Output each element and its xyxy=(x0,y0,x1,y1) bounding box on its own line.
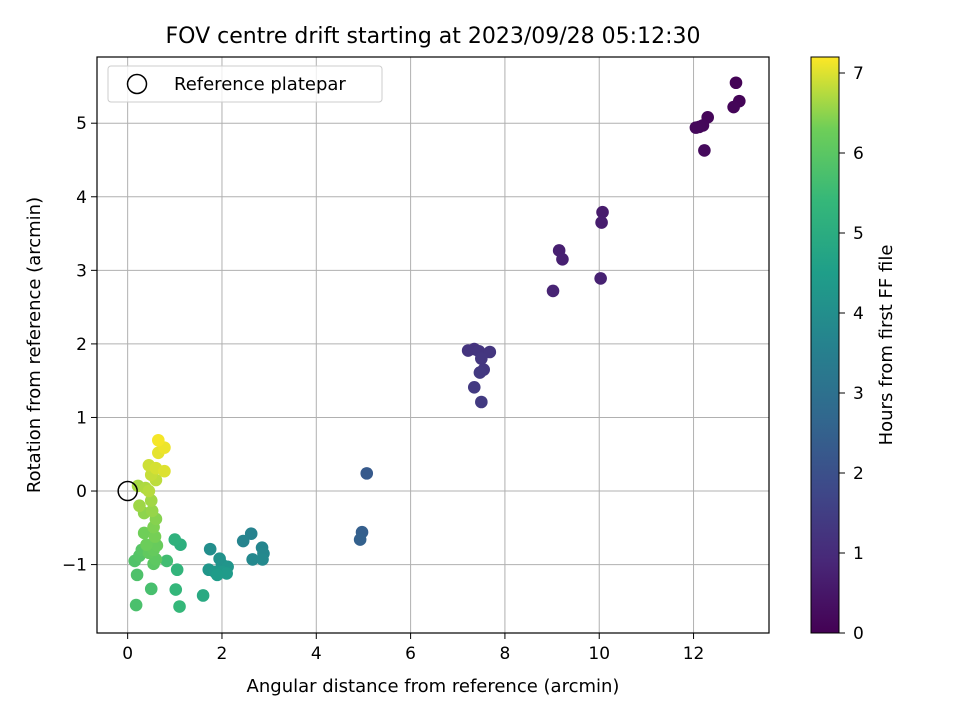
data-point xyxy=(168,533,182,546)
data-point xyxy=(129,598,143,612)
x-tick-label: 6 xyxy=(405,644,416,664)
x-tick-label: 4 xyxy=(311,644,322,664)
colorbar-tick-label: 0 xyxy=(853,624,864,644)
legend-box xyxy=(107,65,383,103)
data-point xyxy=(483,345,497,359)
colorbar-label: Hours from first FF file xyxy=(876,245,897,446)
data-point xyxy=(594,272,607,285)
y-tick-label: 1 xyxy=(76,408,87,428)
data-point xyxy=(144,494,158,507)
colorbar-tick-label: 3 xyxy=(853,384,864,404)
data-point xyxy=(360,467,374,480)
plot-frame xyxy=(96,56,770,634)
data-point xyxy=(556,252,569,266)
colorbar-gradient xyxy=(810,56,840,634)
data-point xyxy=(210,568,224,582)
data-point xyxy=(173,600,186,613)
x-axis-ticks: 0 2 4 6 8 10 12 xyxy=(122,633,704,664)
data-point xyxy=(220,567,233,580)
data-point xyxy=(689,121,703,134)
data-points xyxy=(128,76,746,613)
data-point xyxy=(729,76,743,90)
data-point xyxy=(133,499,146,513)
colorbar-tick-label: 2 xyxy=(853,464,864,484)
colorbar-tick-label: 6 xyxy=(853,144,864,164)
colorbar-tick-label: 7 xyxy=(853,64,864,84)
y-axis-ticks: −1 0 1 2 3 4 5 xyxy=(62,114,97,576)
y-tick-label: −1 xyxy=(62,556,87,576)
data-point xyxy=(152,433,165,447)
y-tick-label: 3 xyxy=(76,261,87,281)
data-point xyxy=(148,530,162,543)
data-point xyxy=(473,366,487,379)
reference-platepar-marker xyxy=(117,480,138,502)
data-point xyxy=(137,526,151,540)
data-point xyxy=(140,538,153,552)
data-point xyxy=(196,589,210,602)
data-point xyxy=(158,464,171,478)
colorbar-ticks: 0 1 2 3 4 5 6 7 xyxy=(839,64,864,644)
colorbar-tick-label: 5 xyxy=(853,224,864,244)
y-tick-label: 0 xyxy=(76,482,87,502)
x-axis-label: Angular distance from reference (arcmin) xyxy=(247,676,620,697)
data-point xyxy=(170,563,184,577)
legend-label-reference: Reference platepar xyxy=(174,74,346,95)
data-point xyxy=(244,527,258,540)
data-point xyxy=(145,504,159,518)
chart-title: FOV centre drift starting at 2023/09/28 … xyxy=(166,24,701,49)
data-point xyxy=(467,380,481,394)
data-point xyxy=(169,583,183,596)
data-point xyxy=(461,344,475,357)
x-tick-label: 2 xyxy=(217,644,228,664)
data-point xyxy=(236,534,250,548)
colorbar-tick-label: 4 xyxy=(853,304,864,324)
x-tick-label: 12 xyxy=(683,644,705,664)
data-point xyxy=(256,553,269,566)
data-point xyxy=(475,352,488,365)
data-point xyxy=(203,542,217,556)
colorbar-tick-label: 1 xyxy=(853,544,864,564)
y-tick-label: 4 xyxy=(76,188,87,208)
data-point xyxy=(595,216,608,229)
data-point xyxy=(596,205,609,219)
legend: Reference platepar xyxy=(107,65,383,103)
x-tick-label: 10 xyxy=(588,644,610,664)
data-point xyxy=(144,582,158,596)
reference-marker-group xyxy=(117,480,138,502)
data-point xyxy=(246,553,259,566)
x-tick-label: 0 xyxy=(122,644,133,664)
data-point xyxy=(475,395,488,409)
y-axis-label: Rotation from reference (arcmin) xyxy=(24,197,45,493)
data-point xyxy=(698,144,711,157)
data-point xyxy=(142,484,156,498)
data-point xyxy=(353,533,367,546)
colorbar: 0 1 2 3 4 5 6 7 Hours from first FF file xyxy=(810,56,897,644)
data-point xyxy=(546,284,560,298)
data-point xyxy=(160,554,174,568)
data-point xyxy=(727,100,740,114)
x-tick-label: 8 xyxy=(500,644,511,664)
data-point xyxy=(130,568,144,582)
plot-background xyxy=(97,57,769,633)
y-tick-label: 2 xyxy=(76,335,87,355)
legend-marker-reference xyxy=(126,73,148,95)
y-tick-label: 5 xyxy=(76,114,87,134)
